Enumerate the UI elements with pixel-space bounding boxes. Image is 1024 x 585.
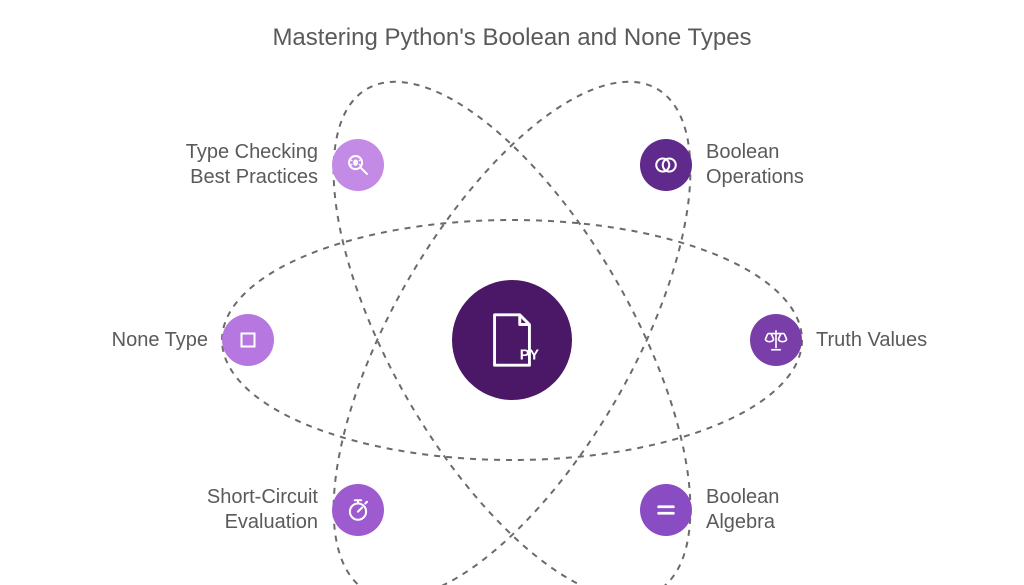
node-label: Short-Circuit Evaluation bbox=[207, 485, 318, 535]
node-label: Type Checking Best Practices bbox=[186, 140, 318, 190]
node-none-type: None Type bbox=[112, 314, 274, 366]
node-label: Boolean Algebra bbox=[706, 485, 779, 535]
equals-icon bbox=[640, 484, 692, 536]
svg-text:PY: PY bbox=[520, 347, 540, 363]
node-truth-values: Truth Values bbox=[750, 314, 927, 366]
node-boolean-algebra: Boolean Algebra bbox=[640, 484, 779, 536]
stopwatch-icon bbox=[332, 484, 384, 536]
node-short-circuit: Short-Circuit Evaluation bbox=[207, 484, 384, 536]
node-label: Truth Values bbox=[816, 328, 927, 353]
node-label: Boolean Operations bbox=[706, 140, 804, 190]
center-node: PY bbox=[452, 280, 572, 400]
node-type-checking: Type Checking Best Practices bbox=[186, 139, 384, 191]
bug-search-icon bbox=[332, 139, 384, 191]
node-label: None Type bbox=[112, 328, 208, 353]
square-icon bbox=[222, 314, 274, 366]
venn-icon bbox=[640, 139, 692, 191]
py-file-icon: PY bbox=[481, 309, 543, 371]
scales-icon bbox=[750, 314, 802, 366]
node-boolean-ops: Boolean Operations bbox=[640, 139, 804, 191]
